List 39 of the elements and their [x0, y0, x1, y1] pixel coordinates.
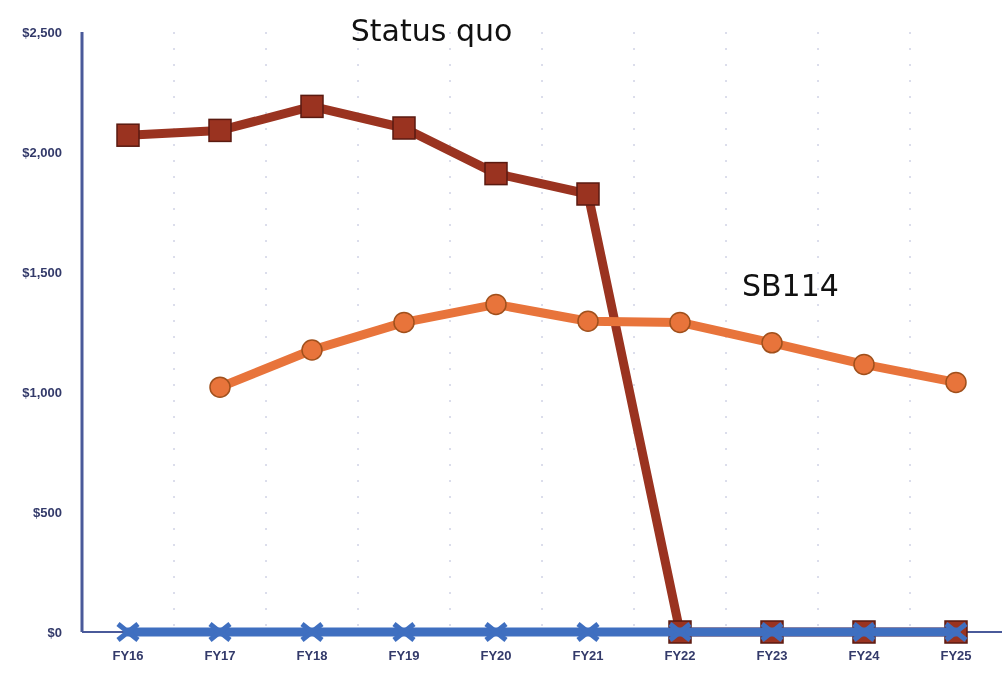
y-tick-label: $0 [47, 624, 62, 640]
x-tick-label: FY20 [480, 648, 512, 663]
x-tick-label: FY23 [756, 648, 788, 663]
point [577, 310, 599, 332]
x-tick-label: FY18 [296, 648, 328, 663]
point [207, 621, 233, 643]
point [485, 293, 507, 316]
point [208, 118, 232, 143]
y-tick-label: $2,000 [22, 144, 62, 160]
y-tick-label: $1,000 [22, 384, 62, 400]
series-label: Status quo [350, 13, 513, 48]
x-tick-label: FY16 [112, 648, 144, 663]
series-label: SB114 [741, 268, 839, 303]
point [483, 621, 509, 643]
point [300, 94, 324, 119]
y-tick-label: $500 [33, 504, 62, 520]
point [575, 621, 601, 643]
x-tick-label: FY24 [848, 648, 881, 663]
x-tick-label: FY25 [940, 648, 972, 663]
x-tick-label: FY17 [204, 648, 236, 663]
point [299, 621, 325, 643]
point [576, 182, 600, 206]
point [391, 621, 417, 643]
x-tick-label: FY21 [572, 648, 604, 663]
y-tick-label: $2,500 [22, 24, 62, 40]
point [115, 621, 141, 643]
point [392, 116, 416, 140]
point [945, 371, 967, 394]
point [116, 123, 140, 147]
point [209, 376, 231, 398]
point [484, 161, 508, 186]
x-tick-label: FY19 [388, 648, 420, 663]
point [301, 339, 323, 361]
point [393, 311, 415, 334]
y-tick-label: $1,500 [22, 264, 62, 280]
point [761, 332, 783, 354]
x-tick-label: FY22 [664, 648, 696, 663]
point [853, 353, 875, 376]
point [669, 311, 691, 334]
